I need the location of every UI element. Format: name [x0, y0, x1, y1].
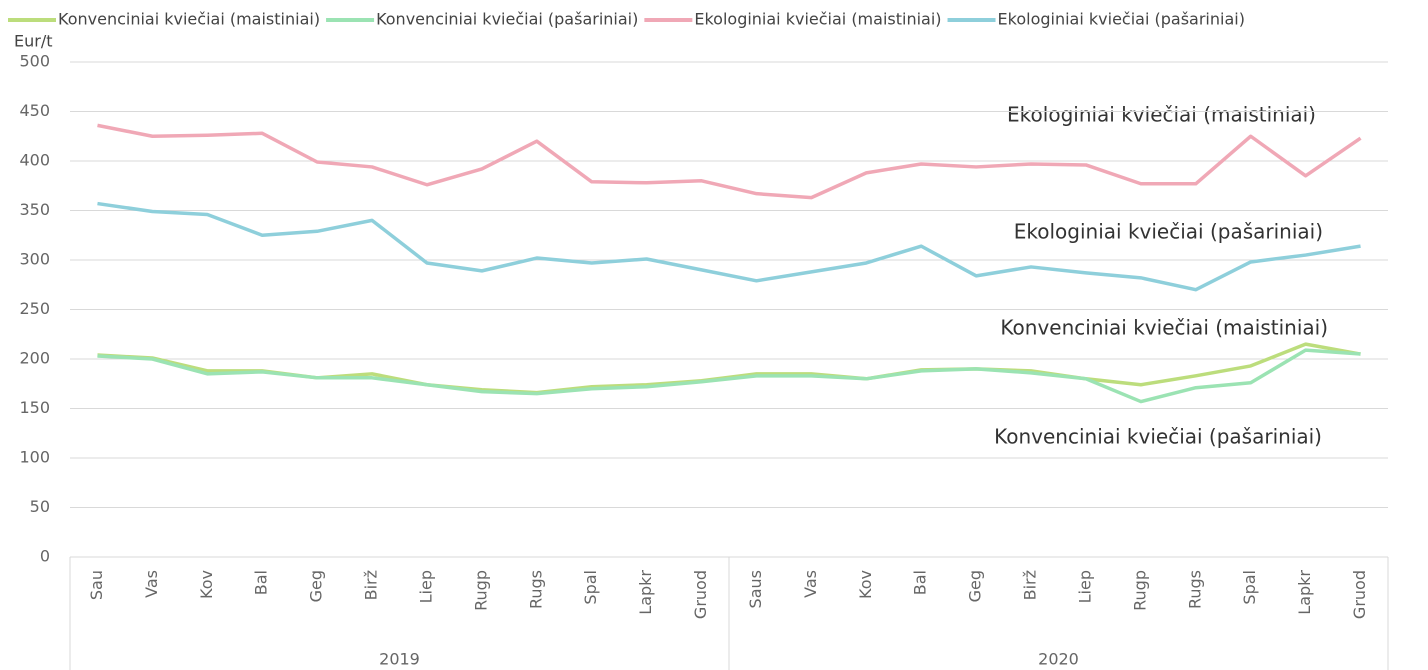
- x-tick-label: Vas: [801, 570, 820, 598]
- legend-label: Konvenciniai kviečiai (pašariniai): [376, 10, 638, 29]
- x-tick-label: Rugs: [526, 570, 545, 609]
- y-tick-label: 500: [19, 52, 50, 71]
- annotation: Konvenciniai kviečiai (pašariniai): [994, 425, 1322, 449]
- x-tick-label: Lapkr: [636, 570, 655, 615]
- y-tick-label: 50: [30, 497, 50, 516]
- group-label: 2019: [379, 650, 420, 669]
- x-tick-label: Bal: [911, 570, 930, 595]
- x-tick-label: Kov: [856, 570, 875, 599]
- x-tick-label: Rugs: [1185, 570, 1204, 609]
- annotation: Ekologiniai kviečiai (pašariniai): [1014, 220, 1323, 244]
- y-axis-label: Eur/t: [14, 32, 53, 51]
- y-tick-label: 150: [19, 398, 50, 417]
- x-tick-label: Rugp: [471, 570, 490, 611]
- y-tick-label: 400: [19, 151, 50, 170]
- x-tick-label: Lapkr: [1295, 570, 1314, 615]
- y-tick-label: 250: [19, 299, 50, 318]
- y-tick-label: 0: [40, 547, 50, 566]
- y-tick-label: 350: [19, 200, 50, 219]
- series-line: [97, 348, 1361, 404]
- y-tick-label: 100: [19, 448, 50, 467]
- y-tick-label: 450: [19, 101, 50, 120]
- x-tick-label: Geg: [307, 570, 326, 602]
- x-tick-label: Rugp: [1130, 570, 1149, 611]
- y-tick-label: 300: [19, 250, 50, 269]
- x-tick-label: Gruod: [1350, 570, 1369, 619]
- annotation: Konvenciniai kviečiai (maistiniai): [1000, 316, 1328, 340]
- x-tick-label: Kov: [197, 570, 216, 599]
- x-tick-label: Liep: [416, 570, 435, 603]
- legend-label: Ekologiniai kviečiai (pašariniai): [998, 10, 1245, 29]
- x-tick-label: Bal: [252, 570, 271, 595]
- x-tick-label: Vas: [142, 570, 161, 598]
- x-tick-label: Birž: [1021, 570, 1040, 600]
- series-line: [97, 342, 1361, 395]
- x-tick-label: Saus: [746, 570, 765, 608]
- series-line: [97, 123, 1362, 200]
- x-tick-label: Spal: [1240, 570, 1259, 605]
- x-tick-label: Geg: [966, 570, 985, 602]
- x-tick-label: Liep: [1075, 570, 1094, 603]
- legend-label: Ekologiniai kviečiai (maistiniai): [694, 10, 941, 29]
- x-tick-label: Spal: [581, 570, 600, 605]
- annotation: Ekologiniai kviečiai (maistiniai): [1007, 103, 1316, 127]
- x-tick-label: Birž: [362, 570, 381, 600]
- x-tick-label: Gruod: [691, 570, 710, 619]
- x-tick-label: Sau: [87, 570, 106, 600]
- legend-label: Konvenciniai kviečiai (maistiniai): [58, 10, 320, 29]
- series-line: [97, 201, 1361, 292]
- y-tick-label: 200: [19, 349, 50, 368]
- group-label: 2020: [1038, 650, 1079, 669]
